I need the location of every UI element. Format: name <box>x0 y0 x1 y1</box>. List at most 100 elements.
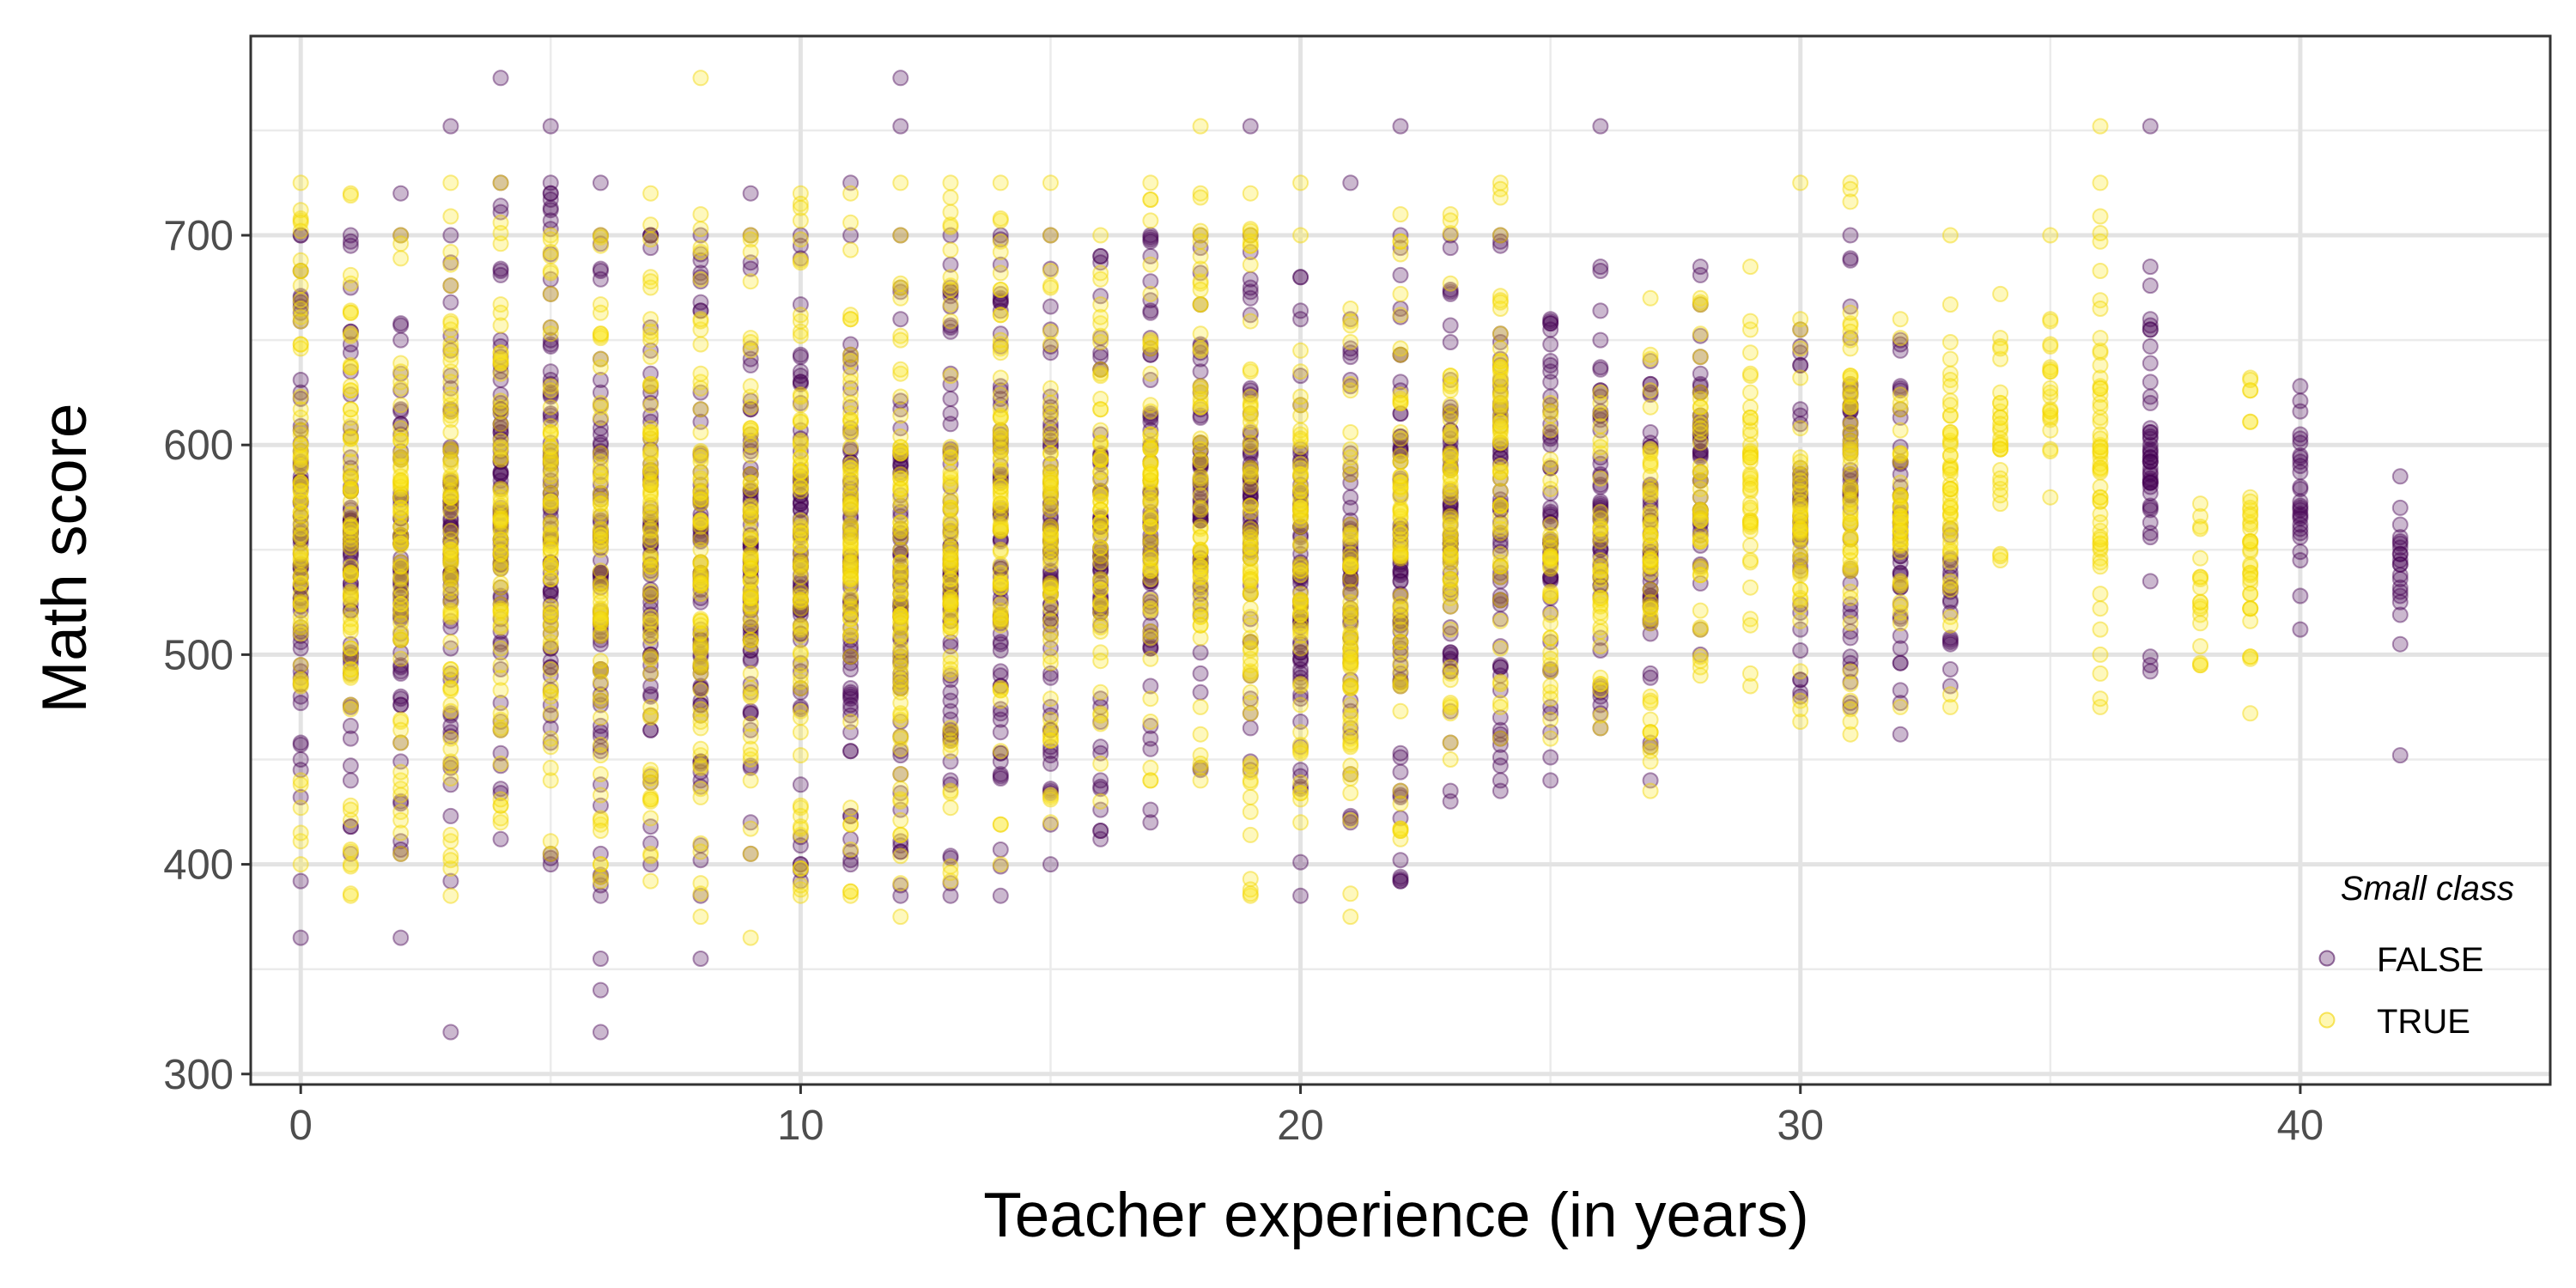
point-true <box>292 422 309 439</box>
point-true <box>1642 289 1659 307</box>
point-true <box>2092 439 2109 456</box>
point-true <box>842 501 860 519</box>
point-false <box>1892 640 1909 657</box>
point-false <box>1642 424 1659 440</box>
point-true <box>1442 375 1459 392</box>
point-true <box>1792 663 1809 680</box>
point-false <box>392 577 410 594</box>
point-false <box>342 237 359 254</box>
point-true <box>292 388 309 405</box>
point-false <box>342 386 359 404</box>
point-true <box>592 520 609 538</box>
point-true <box>1742 258 1759 276</box>
point-true <box>542 443 559 459</box>
point-true <box>1042 323 1059 340</box>
legend-label-true: TRUE <box>2377 1003 2470 1041</box>
point-false <box>392 495 410 513</box>
point-false <box>492 554 509 571</box>
point-true <box>1941 529 1959 546</box>
point-false <box>292 288 309 305</box>
point-false <box>342 602 359 619</box>
point-false <box>492 579 509 596</box>
point-true <box>392 650 410 667</box>
point-true <box>992 541 1009 558</box>
point-true <box>492 617 509 634</box>
point-false <box>442 567 459 584</box>
point-false <box>342 535 359 552</box>
point-false <box>492 623 509 640</box>
point-false <box>442 472 459 489</box>
point-true <box>1941 424 1959 440</box>
point-false <box>392 401 410 418</box>
point-true <box>392 397 410 414</box>
point-false <box>592 574 609 592</box>
point-false <box>592 477 609 494</box>
point-false <box>342 554 359 571</box>
point-false <box>2391 468 2409 485</box>
point-false <box>342 510 359 527</box>
point-true <box>942 216 959 234</box>
point-false <box>492 443 509 459</box>
point-true <box>1842 514 1859 531</box>
point-false <box>392 491 410 508</box>
point-false <box>2292 552 2309 568</box>
point-false <box>342 512 359 529</box>
point-false <box>592 260 609 277</box>
point-true <box>442 730 459 747</box>
point-false <box>1342 174 1359 191</box>
point-true <box>1242 256 1259 273</box>
point-true <box>992 816 1009 833</box>
point-false <box>342 596 359 613</box>
point-false <box>542 499 559 516</box>
point-false <box>492 453 509 471</box>
point-true <box>592 325 609 343</box>
point-true <box>342 801 359 818</box>
point-true <box>1292 537 1309 554</box>
point-false <box>492 337 509 355</box>
point-true <box>642 665 659 682</box>
point-true <box>1542 583 1559 600</box>
point-false <box>542 246 559 263</box>
point-false <box>592 512 609 529</box>
point-true <box>1342 770 1359 787</box>
point-true <box>1742 384 1759 401</box>
point-true <box>1492 673 1509 690</box>
point-true <box>842 241 860 258</box>
point-false <box>342 279 359 296</box>
point-true <box>1242 422 1259 439</box>
point-false <box>292 579 309 596</box>
point-false <box>542 434 559 452</box>
point-false <box>1142 730 1159 747</box>
point-true <box>892 174 909 191</box>
point-true <box>292 277 309 295</box>
point-false <box>392 550 410 567</box>
point-false <box>542 337 559 355</box>
point-false <box>1142 228 1159 246</box>
point-false <box>542 375 559 392</box>
point-true <box>1092 451 1109 468</box>
point-true <box>1941 296 1959 313</box>
point-false <box>292 289 309 307</box>
point-true <box>1092 793 1109 810</box>
point-false <box>542 596 559 613</box>
point-true <box>1842 663 1859 680</box>
point-true <box>492 416 509 433</box>
point-false <box>292 493 309 510</box>
point-true <box>892 428 909 445</box>
point-true <box>1742 617 1759 634</box>
point-true <box>1342 677 1359 695</box>
point-true <box>1442 583 1459 600</box>
point-true <box>1342 571 1359 587</box>
point-false <box>392 443 410 459</box>
point-false <box>1892 726 1909 743</box>
point-true <box>542 677 559 695</box>
point-true <box>492 640 509 657</box>
point-true <box>642 848 659 865</box>
point-true <box>592 409 609 426</box>
point-true <box>392 449 410 466</box>
point-true <box>2092 398 2109 416</box>
point-true <box>1042 394 1059 411</box>
point-true <box>942 439 959 456</box>
point-true <box>642 872 659 890</box>
point-false <box>392 416 410 433</box>
